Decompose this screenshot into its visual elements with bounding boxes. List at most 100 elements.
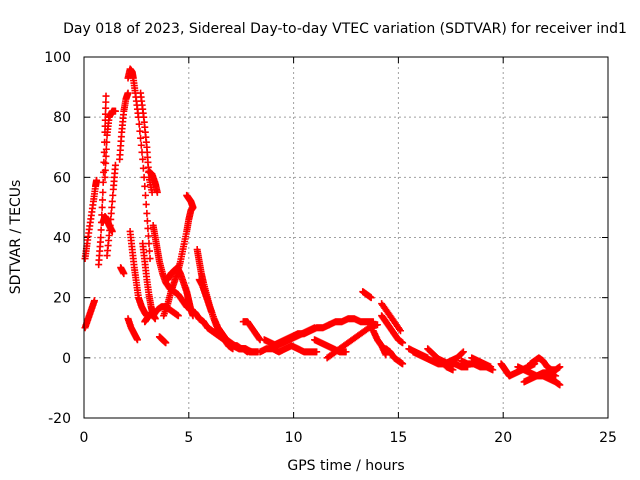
series-track-au (520, 369, 560, 386)
series-track-ag (369, 327, 390, 359)
series-track-af (359, 288, 375, 302)
series-track-q (155, 333, 170, 347)
data-point (106, 221, 114, 229)
series-track-aj (378, 300, 404, 335)
series-track-f (103, 161, 119, 260)
data-point (93, 176, 101, 184)
series-track-g (116, 89, 132, 163)
x-tick-label: 25 (599, 430, 617, 446)
series-track-u (183, 191, 197, 211)
data-points (81, 65, 564, 389)
series-track-ai (382, 345, 407, 368)
x-tick-label: 5 (184, 430, 193, 446)
data-point (109, 191, 117, 199)
series-track-n (145, 167, 161, 196)
data-point (135, 120, 143, 128)
series-track-j (126, 227, 151, 320)
data-point (449, 366, 457, 374)
grid-lines (84, 57, 608, 418)
data-point (556, 363, 564, 371)
data-point (102, 145, 110, 153)
data-point (107, 215, 115, 223)
data-point (459, 348, 467, 356)
data-point (396, 327, 404, 335)
data-point (552, 372, 560, 380)
data-point (146, 247, 153, 255)
data-point (103, 138, 111, 146)
chart-title: Day 018 of 2023, Sidereal Day-to-day VTE… (63, 21, 627, 37)
data-point (144, 224, 152, 232)
data-point (101, 166, 109, 174)
series-track-ab (269, 321, 333, 350)
series-track-ah (378, 312, 407, 347)
y-tick-label: 60 (53, 170, 71, 186)
data-point (102, 159, 110, 167)
data-point (102, 98, 110, 106)
data-point (342, 348, 350, 356)
series-track-d (101, 107, 119, 181)
data-point (120, 270, 128, 278)
data-point (189, 203, 197, 211)
data-point (458, 349, 466, 357)
data-point (97, 226, 105, 234)
data-point (145, 240, 153, 248)
data-point (102, 104, 110, 112)
data-point (144, 232, 152, 240)
x-tick-label: 10 (285, 430, 303, 446)
data-point (487, 363, 495, 371)
data-point (97, 234, 105, 241)
data-point (395, 325, 403, 333)
series-track-a (81, 176, 101, 263)
data-point (99, 178, 107, 186)
y-tick-label: 40 (53, 231, 71, 247)
data-point (143, 209, 151, 217)
data-point (136, 127, 144, 135)
data-point (142, 200, 150, 208)
data-point (108, 203, 116, 211)
data-point (137, 134, 145, 142)
y-tick-label: 20 (53, 291, 71, 307)
data-point (399, 339, 407, 347)
data-point (143, 217, 151, 225)
series-track-h (117, 264, 128, 278)
series-track-c (95, 92, 110, 269)
data-point (153, 188, 161, 196)
y-tick-label: 100 (44, 50, 71, 66)
data-point (102, 152, 110, 160)
y-axis-label: SDTVAR / TECUs (8, 180, 24, 295)
data-point (373, 321, 381, 329)
data-point (141, 191, 149, 199)
series-track-r (149, 303, 182, 320)
series-track-z (256, 342, 321, 356)
series-track-i (124, 65, 154, 263)
data-point (139, 155, 147, 163)
x-axis-label: GPS time / hours (287, 458, 404, 474)
series-track-ac (311, 336, 350, 356)
y-tick-label: -20 (48, 411, 71, 427)
data-point (137, 141, 145, 149)
series-track-ae (323, 321, 381, 362)
data-point (367, 294, 375, 302)
data-point (98, 203, 106, 211)
data-point (101, 173, 109, 181)
series-track-an (432, 354, 472, 371)
series-track-k (124, 315, 141, 344)
plot-frame (83, 56, 609, 419)
data-point (99, 196, 107, 204)
data-point (139, 164, 147, 172)
data-point (556, 381, 564, 389)
data-point (133, 336, 141, 344)
data-point (111, 161, 119, 169)
data-point (99, 188, 107, 196)
data-point (313, 348, 321, 356)
y-tick-label: 80 (53, 110, 71, 126)
series-track-ad (325, 315, 377, 329)
data-point (399, 360, 407, 368)
data-point (174, 312, 182, 320)
data-point (162, 339, 170, 347)
data-point (90, 297, 98, 305)
data-point (141, 182, 149, 190)
data-point (111, 107, 119, 115)
